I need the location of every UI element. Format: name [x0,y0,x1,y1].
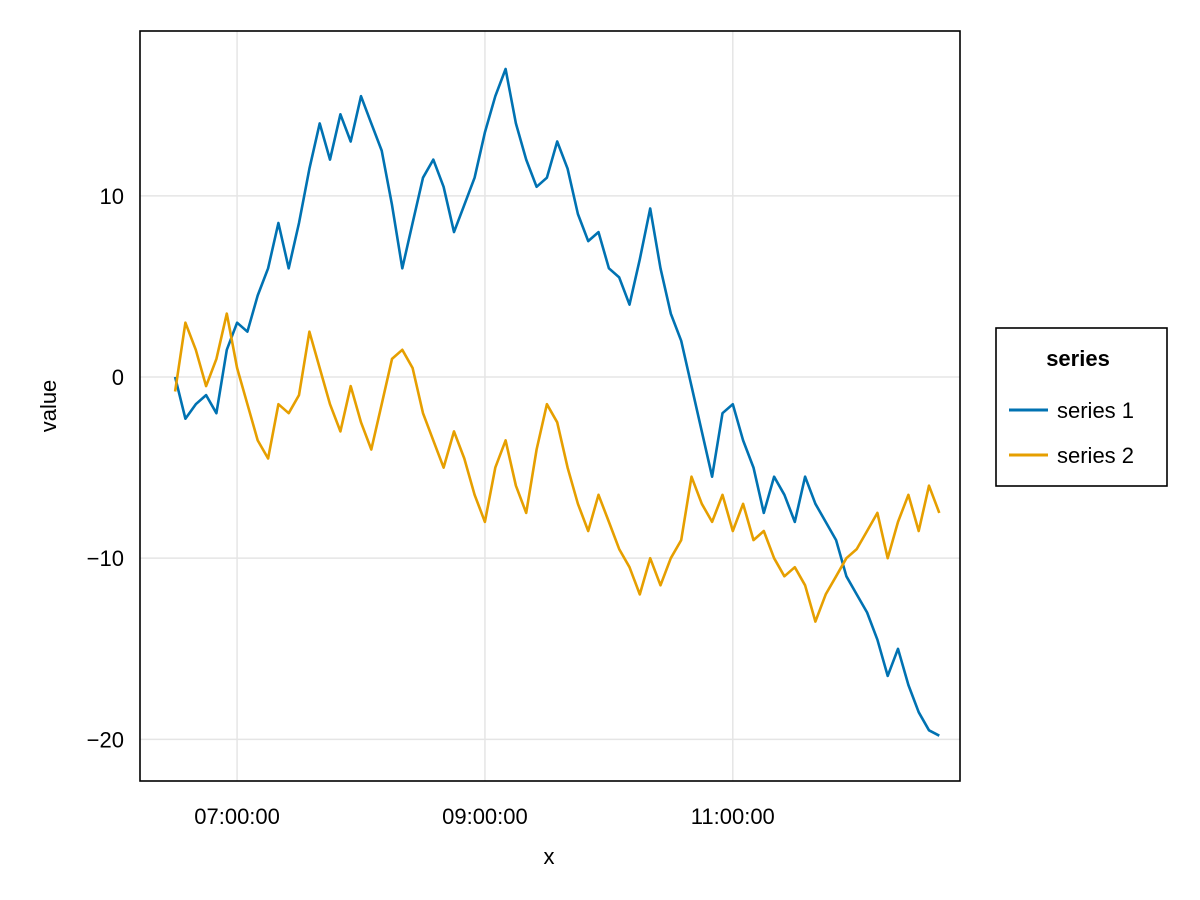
y-tick-label: 0 [112,365,124,390]
x-tick-label: 11:00:00 [691,804,775,829]
legend-label: series 2 [1057,443,1134,468]
x-axis-title: x [544,844,555,869]
series-lines [173,67,941,737]
legend: series series 1 series 2 [995,327,1168,487]
legend-title: series [1046,346,1110,371]
legend-label: series 1 [1057,398,1134,423]
y-tick-label: 10 [100,184,124,209]
series-line-1 [173,67,940,737]
x-tick-label: 07:00:00 [194,804,280,829]
y-axis-ticks: 10 0 −10 −20 [87,184,124,752]
plot-frame [139,30,961,782]
x-tick-label: 09:00:00 [442,804,528,829]
y-axis-title: value [36,380,61,433]
y-tick-label: −20 [87,727,124,752]
grid-lines [140,31,960,781]
series-line-2 [173,312,941,623]
y-tick-label: −10 [87,546,124,571]
legend-box [995,327,1168,487]
x-axis-ticks: 07:00:00 09:00:00 11:00:00 [194,804,775,829]
